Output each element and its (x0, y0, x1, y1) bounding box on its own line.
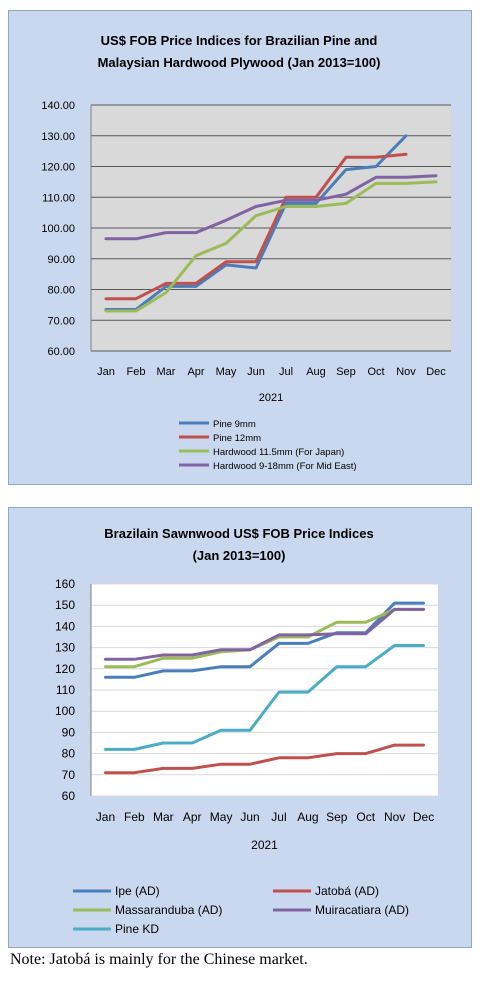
x-tick-label: Apr (183, 810, 202, 824)
sawnwood-price-chart: Brazilain Sawnwood US$ FOB Price Indices… (55, 526, 438, 936)
series-line-hardwood-11-5mm-for-japan (104, 180, 438, 313)
series-line-jatob-ad (104, 743, 425, 775)
chart-title: Brazilain Sawnwood US$ FOB Price Indices (104, 526, 373, 541)
x-tick-label: Nov (396, 366, 416, 378)
x-tick-label: Sep (326, 810, 348, 824)
x-tick-label: Dec (413, 810, 434, 824)
series-line-muiracatiara-ad (104, 607, 425, 661)
series-line-pine-kd (104, 644, 425, 751)
footnote: Note: Jatobá is mainly for the Chinese m… (10, 951, 308, 968)
chart-subtitle: (Jan 2013=100) (193, 548, 286, 563)
y-tick-label: 140.00 (41, 100, 75, 112)
legend-label: Massaranduba (AD) (115, 903, 222, 917)
legend-label: Hardwood 9-18mm (For Mid East) (213, 461, 357, 472)
y-tick-label: 120.00 (41, 162, 75, 174)
x-tick-label: Jun (247, 366, 265, 378)
chart-subtitle: Malaysian Hardwood Plywood (Jan 2013=100… (98, 55, 381, 70)
x-tick-label: Feb (127, 366, 146, 378)
legend-label: Jatobá (AD) (315, 884, 379, 898)
x-tick-label: Jul (271, 810, 286, 824)
x-tick-label: Nov (384, 810, 405, 824)
series-line-pine-9mm (104, 134, 408, 311)
x-tick-label: Jan (97, 366, 115, 378)
y-tick-label: 100 (55, 704, 75, 718)
x-tick-label: Jul (279, 366, 293, 378)
x-tick-label: Oct (356, 810, 375, 824)
legend-label: Hardwood 11.5mm (For Japan) (213, 447, 344, 458)
x-tick-label: Dec (426, 366, 446, 378)
y-tick-label: 80.00 (47, 285, 75, 297)
y-tick-label: 60 (62, 789, 76, 803)
plywood-chart-panel: US$ FOB Price Indices for Brazilian Pine… (8, 10, 472, 485)
y-tick-label: 110.00 (42, 192, 75, 204)
y-tick-label: 80 (62, 747, 76, 761)
series-line-pine-12mm (104, 152, 408, 301)
x-axis-title: 2021 (251, 838, 278, 852)
y-tick-label: 70 (62, 768, 76, 782)
x-tick-label: Apr (187, 366, 204, 378)
chart-title: US$ FOB Price Indices for Brazilian Pine… (101, 33, 378, 48)
y-tick-label: 120 (55, 662, 75, 676)
x-tick-label: Mar (153, 810, 174, 824)
y-tick-label: 130.00 (41, 131, 75, 143)
y-tick-label: 160 (55, 577, 75, 591)
y-tick-label: 90.00 (47, 254, 75, 266)
y-tick-label: 150 (55, 598, 75, 612)
legend-label: Muiracatiara (AD) (315, 903, 409, 917)
y-tick-label: 110 (56, 683, 75, 697)
y-tick-label: 140 (55, 619, 75, 633)
x-axis-title: 2021 (259, 392, 283, 404)
y-tick-label: 130 (55, 641, 75, 655)
x-tick-label: May (210, 810, 233, 824)
x-tick-label: Jun (240, 810, 259, 824)
y-tick-label: 100.00 (41, 223, 75, 235)
x-tick-label: Jan (96, 810, 115, 824)
legend-label: Pine KD (115, 922, 159, 936)
series-line-hardwood-9-18mm-for-mid-east (104, 174, 438, 241)
legend-label: Pine 9mm (213, 419, 256, 430)
legend-label: Ipe (AD) (115, 884, 160, 898)
legend-label: Pine 12mm (213, 433, 261, 444)
x-tick-label: May (216, 366, 237, 378)
y-tick-label: 70.00 (47, 315, 75, 327)
plywood-price-chart: US$ FOB Price Indices for Brazilian Pine… (41, 33, 451, 472)
x-tick-label: Oct (367, 366, 384, 378)
y-tick-label: 90 (62, 725, 76, 739)
x-tick-label: Aug (306, 366, 326, 378)
x-tick-label: Aug (297, 810, 318, 824)
x-tick-label: Feb (124, 810, 145, 824)
y-tick-label: 60.00 (47, 346, 75, 358)
sawnwood-chart-panel: Brazilain Sawnwood US$ FOB Price Indices… (8, 507, 472, 948)
x-tick-label: Mar (157, 366, 176, 378)
x-tick-label: Sep (336, 366, 356, 378)
